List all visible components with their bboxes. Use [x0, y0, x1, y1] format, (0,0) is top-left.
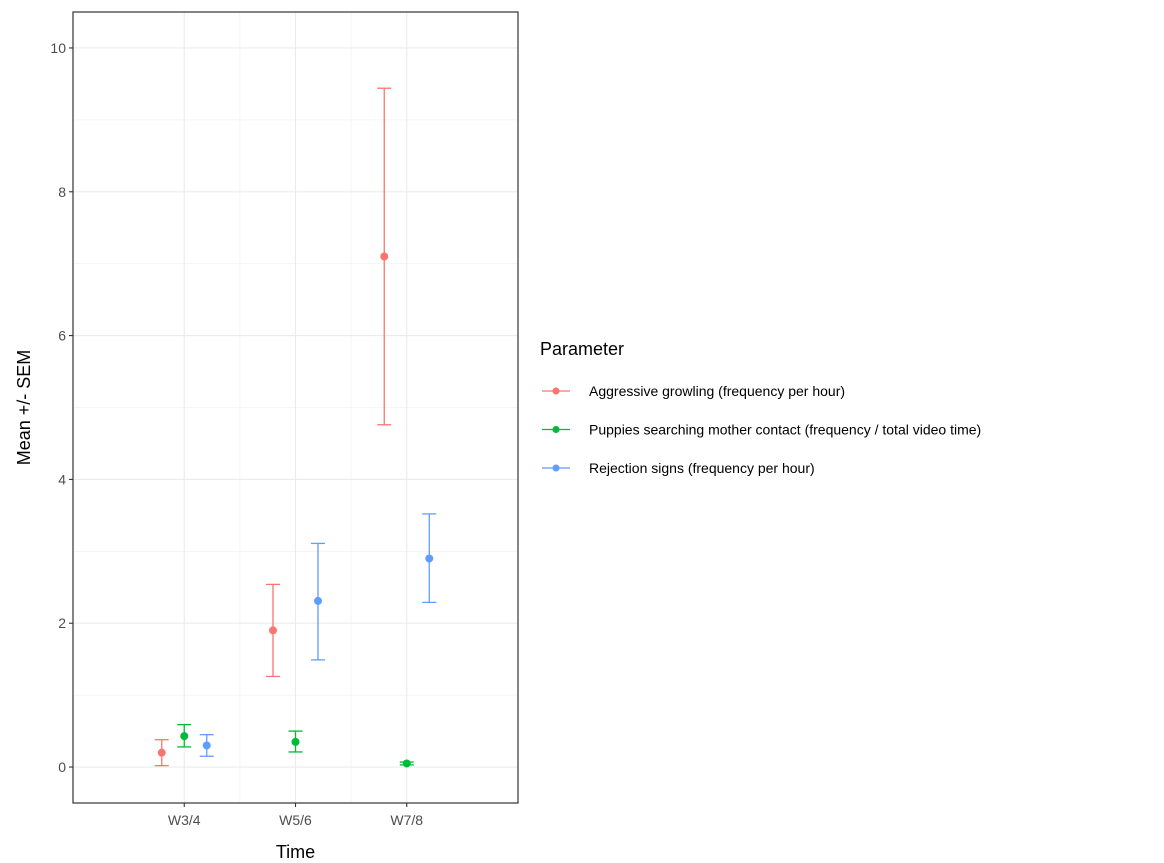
data-point: [314, 596, 322, 605]
legend-title: Parameter: [540, 339, 624, 359]
grid-lines: [73, 12, 518, 803]
data-point: [157, 748, 166, 757]
x-tick-label: W5/6: [279, 812, 312, 828]
data-point: [380, 252, 389, 261]
y-tick-label: 10: [50, 40, 66, 56]
y-tick-label: 4: [58, 471, 66, 487]
x-tick-label: W7/8: [390, 812, 423, 828]
legend-label: Rejection signs (frequency per hour): [589, 460, 815, 476]
legend: Parameter Aggressive growling (frequency…: [540, 339, 981, 476]
axes: 0 2 4 6 8 10 W3/4 W5/6 W7/8: [50, 40, 423, 828]
legend-label: Aggressive growling (frequency per hour): [589, 383, 845, 399]
y-tick-label: 0: [58, 759, 66, 775]
data-layer: [154, 87, 437, 768]
data-point: [180, 732, 189, 741]
legend-key-point: [552, 464, 560, 472]
y-tick-label: 2: [58, 615, 66, 631]
data-point: [402, 759, 411, 768]
series-group: [199, 513, 437, 757]
data-point: [202, 741, 211, 750]
y-tick-label: 8: [58, 184, 66, 200]
series-group: [154, 87, 392, 767]
x-tick-label: W3/4: [168, 812, 201, 828]
y-tick-label: 6: [58, 328, 66, 344]
legend-key-point: [552, 387, 560, 395]
legend-label: Puppies searching mother contact (freque…: [589, 422, 981, 438]
data-point: [425, 554, 434, 563]
data-point: [269, 626, 277, 635]
data-point: [291, 737, 300, 746]
x-axis-title: Time: [276, 842, 315, 862]
y-axis-title: Mean +/- SEM: [14, 350, 34, 466]
legend-key-point: [552, 426, 560, 433]
series-group: [177, 723, 414, 768]
